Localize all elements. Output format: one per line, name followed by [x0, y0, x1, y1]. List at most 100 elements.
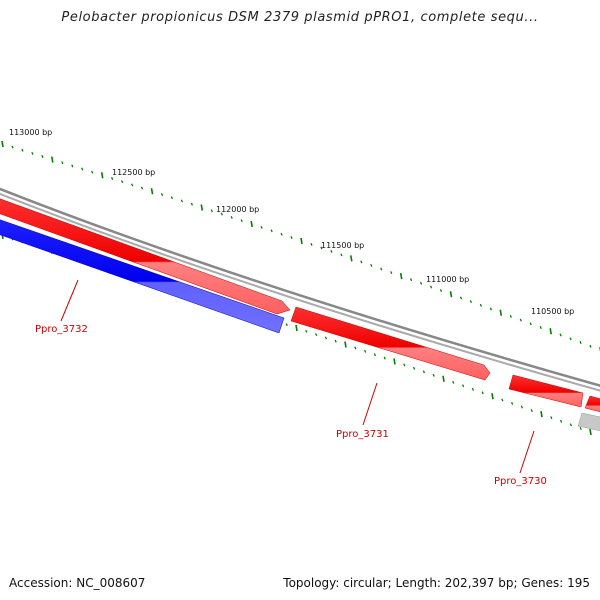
minor-tick [413, 366, 416, 370]
major-tick [100, 172, 104, 179]
minor-tick [360, 260, 363, 264]
major-tick [295, 324, 298, 332]
minor-tick [91, 170, 94, 174]
minor-tick [320, 246, 323, 250]
minor-tick [315, 333, 318, 337]
map-title: Pelobacter propionicus DSM 2379 plasmid … [61, 10, 539, 25]
minor-tick [469, 300, 472, 304]
minor-tick [120, 180, 124, 184]
gene-arrow-ppro-3730[interactable] [508, 374, 584, 408]
major-tick [200, 204, 204, 211]
minor-tick [511, 401, 514, 405]
minor-tick [170, 196, 173, 200]
scale-label-110500: 110500 bp [531, 307, 574, 316]
accession-text: Accession: NC_008607 [9, 576, 146, 590]
minor-tick [220, 212, 223, 216]
minor-tick [373, 353, 376, 357]
scale-label-111500: 111500 bp [321, 241, 364, 250]
minor-tick [569, 337, 572, 341]
minor-tick [559, 419, 563, 423]
gene-arrow-reverse-blue[interactable] [0, 218, 285, 334]
minor-tick [380, 267, 383, 271]
gene-arrow-edge-gray[interactable] [577, 412, 600, 432]
minor-tick [240, 219, 243, 223]
gene-arrow-ppro-3732[interactable] [0, 197, 291, 315]
minor-tick [290, 236, 293, 240]
minor-tick [579, 341, 582, 344]
minor-tick [422, 370, 425, 374]
minor-tick [432, 373, 435, 377]
minor-tick [489, 307, 492, 311]
minor-tick [270, 229, 273, 233]
minor-tick [439, 289, 443, 293]
minor-tick [160, 193, 164, 196]
minor-tick [410, 278, 413, 282]
major-tick [150, 188, 154, 195]
minor-tick [31, 151, 34, 155]
minor-tick [180, 199, 183, 203]
minor-tick [530, 409, 533, 412]
minor-tick [509, 314, 512, 318]
minor-tick [354, 346, 357, 350]
gene-arrow-ppro-3731[interactable] [290, 306, 491, 381]
minor-tick [471, 387, 474, 391]
major-tick [399, 272, 403, 280]
minor-tick [520, 405, 524, 409]
minor-tick [559, 333, 562, 337]
minor-tick [110, 177, 114, 180]
minor-tick [310, 242, 313, 246]
minor-tick [529, 322, 532, 326]
minor-tick [285, 323, 288, 327]
minor-tick [61, 161, 64, 165]
gene-label-ppro-3732[interactable]: Ppro_3732 [35, 324, 88, 335]
major-tick [344, 341, 347, 348]
major-tick [589, 428, 592, 436]
minor-tick [430, 285, 433, 289]
sequence-backbone [0, 187, 600, 392]
minor-tick [390, 271, 393, 275]
gene-label-ppro-3731[interactable]: Ppro_3731 [336, 429, 389, 440]
minor-tick [230, 215, 233, 219]
label-leaders [60, 279, 535, 474]
minor-tick [340, 253, 343, 257]
minor-tick [459, 296, 463, 300]
scale-ticks [1, 140, 600, 436]
major-tick [449, 291, 453, 298]
minor-tick [579, 426, 582, 430]
minor-tick [21, 148, 24, 152]
minor-tick [131, 183, 134, 187]
major-tick [300, 237, 303, 245]
minor-tick [383, 356, 386, 360]
sequence-summary-text: Topology: circular; Length: 202,397 bp; … [283, 576, 590, 590]
major-tick [549, 328, 552, 335]
major-tick [350, 255, 353, 262]
minor-tick [364, 349, 367, 353]
minor-tick [403, 363, 406, 367]
minor-tick [519, 318, 522, 322]
minor-tick [370, 263, 373, 267]
minor-tick [420, 281, 423, 285]
leader-ppro-3731 [362, 382, 378, 426]
minor-tick [280, 232, 283, 236]
major-tick [499, 309, 503, 316]
leader-ppro-3732 [60, 279, 79, 322]
minor-tick [550, 416, 553, 420]
minor-tick [190, 202, 193, 206]
minor-tick [11, 145, 14, 149]
major-tick [393, 358, 396, 365]
minor-tick [330, 249, 333, 253]
major-tick [1, 140, 4, 148]
minor-tick [140, 186, 144, 190]
scale-label-112000: 112000 bp [216, 205, 259, 214]
minor-tick [210, 209, 213, 213]
gene-label-ppro-3730[interactable]: Ppro_3730 [494, 476, 547, 487]
minor-tick [569, 423, 573, 427]
scale-label-111000: 111000 bp [426, 275, 469, 284]
major-tick [540, 410, 543, 418]
major-tick [491, 393, 494, 400]
minor-tick [305, 329, 308, 333]
minor-tick [462, 384, 465, 388]
gene-arrow-edge-red[interactable] [584, 395, 600, 413]
minor-tick [589, 344, 592, 348]
